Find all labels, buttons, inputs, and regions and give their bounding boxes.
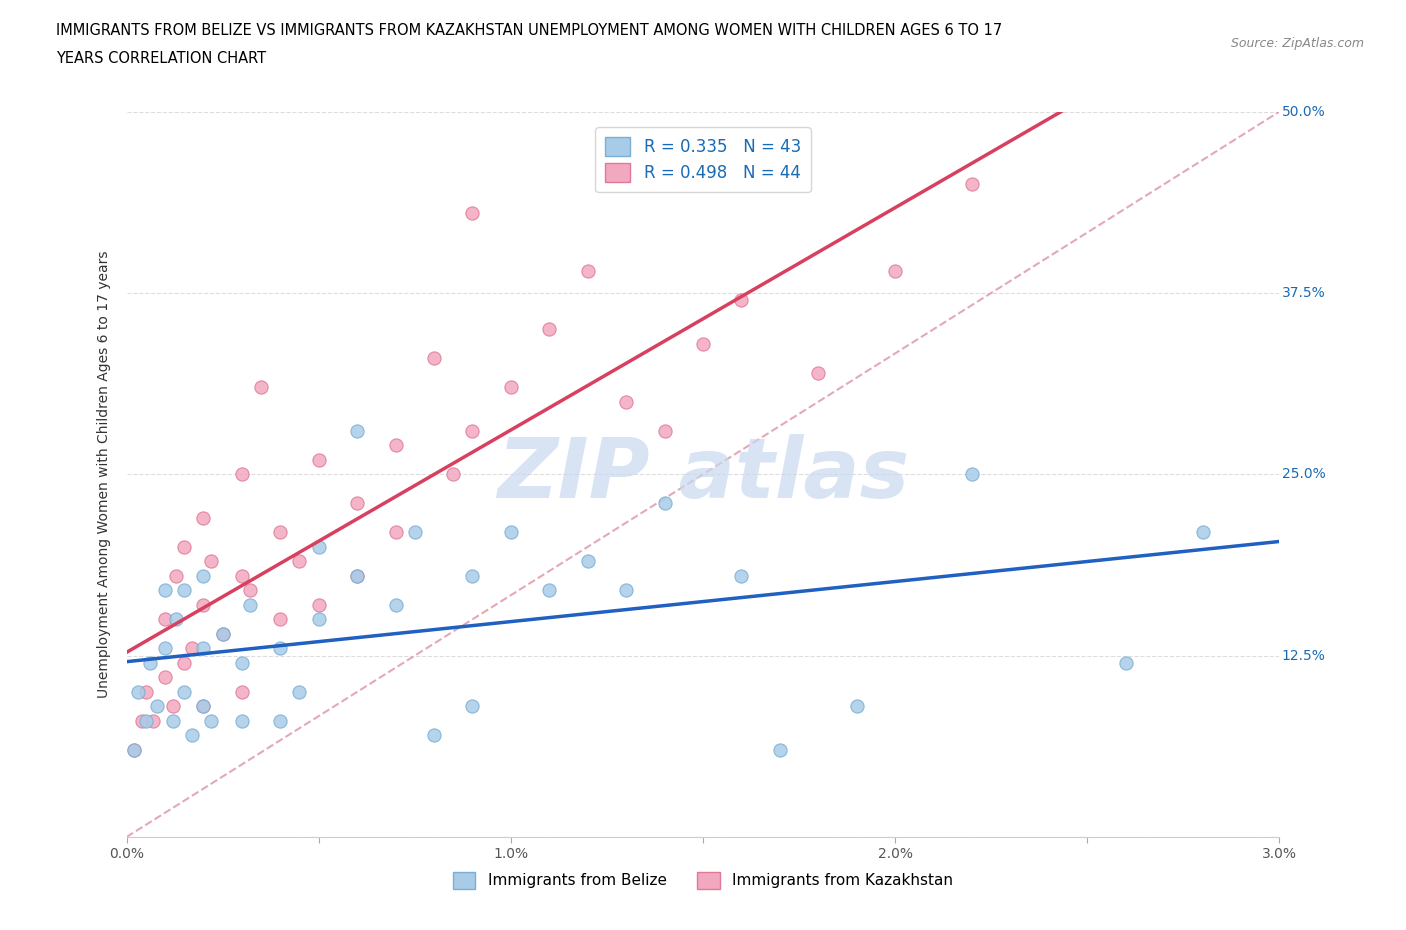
Point — [173, 583, 195, 598]
Point — [193, 641, 215, 656]
Point — [238, 583, 260, 598]
Point — [231, 568, 253, 583]
Point — [308, 612, 330, 627]
Point — [153, 583, 176, 598]
Point — [461, 206, 484, 220]
Point — [461, 699, 484, 714]
Point — [384, 525, 406, 539]
Point — [127, 684, 149, 699]
Point — [538, 322, 561, 337]
Point — [288, 554, 311, 569]
Point — [769, 742, 792, 757]
Point — [193, 597, 215, 612]
Point — [576, 554, 599, 569]
Text: 25.0%: 25.0% — [1282, 467, 1326, 482]
Point — [193, 511, 215, 525]
Point — [288, 684, 311, 699]
Text: YEARS CORRELATION CHART: YEARS CORRELATION CHART — [56, 51, 266, 66]
Point — [346, 568, 368, 583]
Point — [166, 568, 188, 583]
Point — [461, 423, 484, 438]
Point — [166, 612, 188, 627]
Point — [135, 684, 157, 699]
Point — [269, 641, 291, 656]
Point — [231, 684, 253, 699]
Point — [1191, 525, 1213, 539]
Point — [173, 684, 195, 699]
Point — [654, 496, 676, 511]
Point — [384, 438, 406, 453]
Point — [884, 264, 907, 279]
Point — [423, 728, 446, 743]
Text: 50.0%: 50.0% — [1282, 104, 1326, 119]
Point — [845, 699, 868, 714]
Point — [960, 177, 983, 192]
Point — [384, 597, 406, 612]
Point — [238, 597, 260, 612]
Point — [231, 656, 253, 671]
Point — [122, 742, 145, 757]
Point — [346, 423, 368, 438]
Point — [960, 467, 983, 482]
Y-axis label: Unemployment Among Women with Children Ages 6 to 17 years: Unemployment Among Women with Children A… — [97, 250, 111, 698]
Point — [122, 742, 145, 757]
Point — [499, 379, 522, 394]
Text: IMMIGRANTS FROM BELIZE VS IMMIGRANTS FROM KAZAKHSTAN UNEMPLOYMENT AMONG WOMEN WI: IMMIGRANTS FROM BELIZE VS IMMIGRANTS FRO… — [56, 23, 1002, 38]
Point — [269, 713, 291, 728]
Point — [162, 699, 184, 714]
Point — [269, 612, 291, 627]
Point — [180, 641, 202, 656]
Point — [730, 293, 752, 308]
Point — [730, 568, 752, 583]
Point — [153, 612, 176, 627]
Point — [1115, 656, 1137, 671]
Point — [211, 627, 233, 642]
Point — [423, 351, 446, 365]
Point — [138, 656, 160, 671]
Point — [499, 525, 522, 539]
Point — [654, 423, 676, 438]
Point — [308, 539, 330, 554]
Point — [193, 699, 215, 714]
Point — [200, 713, 222, 728]
Point — [193, 699, 215, 714]
Point — [404, 525, 426, 539]
Text: Source: ZipAtlas.com: Source: ZipAtlas.com — [1230, 37, 1364, 50]
Point — [146, 699, 169, 714]
Point — [441, 467, 464, 482]
Point — [576, 264, 599, 279]
Point — [173, 539, 195, 554]
Point — [308, 452, 330, 467]
Text: 37.5%: 37.5% — [1282, 286, 1326, 300]
Point — [135, 713, 157, 728]
Point — [231, 467, 253, 482]
Legend: R = 0.335   N = 43, R = 0.498   N = 44: R = 0.335 N = 43, R = 0.498 N = 44 — [595, 127, 811, 193]
Point — [692, 337, 714, 352]
Point — [200, 554, 222, 569]
Point — [614, 583, 637, 598]
Point — [461, 568, 484, 583]
Point — [308, 597, 330, 612]
Point — [162, 713, 184, 728]
Point — [211, 627, 233, 642]
Text: ZIP atlas: ZIP atlas — [496, 433, 910, 515]
Point — [153, 670, 176, 684]
Point — [131, 713, 153, 728]
Point — [538, 583, 561, 598]
Point — [346, 496, 368, 511]
Point — [180, 728, 202, 743]
Text: 12.5%: 12.5% — [1282, 648, 1326, 663]
Point — [173, 656, 195, 671]
Point — [269, 525, 291, 539]
Point — [153, 641, 176, 656]
Point — [614, 394, 637, 409]
Point — [346, 568, 368, 583]
Point — [142, 713, 165, 728]
Point — [250, 379, 273, 394]
Point — [193, 568, 215, 583]
Point — [231, 713, 253, 728]
Point — [807, 365, 830, 380]
